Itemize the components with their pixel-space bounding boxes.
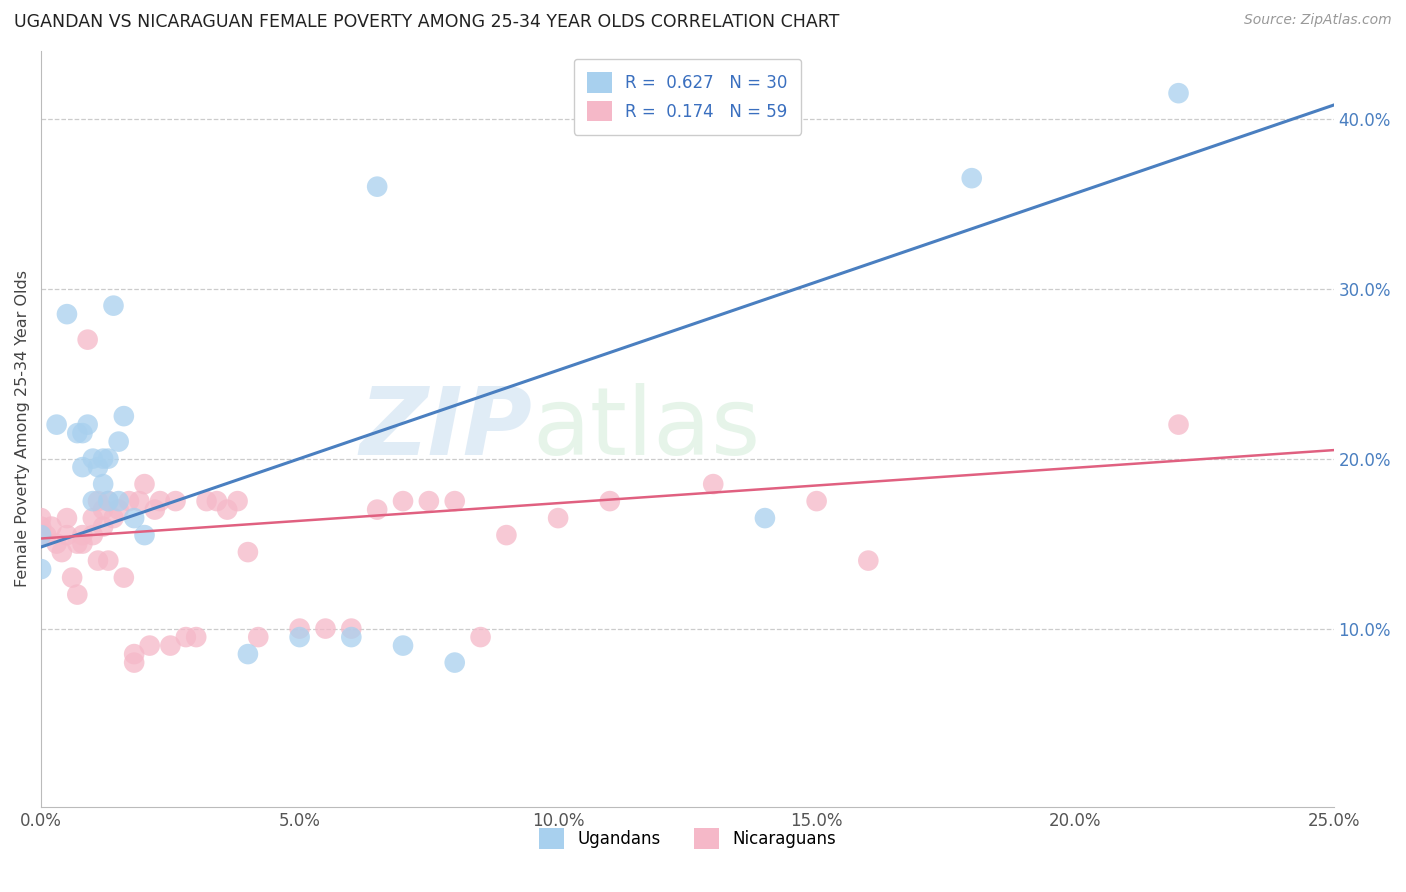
Point [226, 494, 249, 508]
Point [87, 553, 110, 567]
Point [1167, 417, 1189, 432]
Point [72, 460, 94, 475]
Point [858, 553, 880, 567]
Point [91, 451, 114, 466]
Point [91, 477, 114, 491]
Point [754, 511, 776, 525]
Point [128, 494, 150, 508]
Point [340, 622, 363, 636]
Point [1167, 86, 1189, 100]
Point [599, 494, 621, 508]
Point [91, 502, 114, 516]
Point [82, 451, 104, 466]
Point [186, 630, 208, 644]
Point [82, 511, 104, 525]
Point [91, 519, 114, 533]
Legend: Ugandans, Nicaraguans: Ugandans, Nicaraguans [533, 822, 842, 855]
Point [72, 528, 94, 542]
Point [30, 519, 52, 533]
Point [366, 502, 388, 516]
Point [107, 494, 129, 508]
Point [56, 528, 79, 542]
Point [138, 639, 160, 653]
Point [418, 494, 440, 508]
Point [547, 511, 569, 525]
Point [236, 647, 259, 661]
Point [60, 571, 83, 585]
Point [134, 528, 156, 542]
Point [122, 656, 145, 670]
Point [314, 622, 336, 636]
Point [30, 511, 52, 525]
Point [118, 494, 141, 508]
Point [236, 545, 259, 559]
Point [66, 426, 89, 441]
Point [288, 622, 311, 636]
Point [107, 502, 129, 516]
Point [143, 502, 166, 516]
Point [45, 536, 67, 550]
Point [122, 511, 145, 525]
Point [97, 494, 120, 508]
Point [56, 511, 79, 525]
Point [87, 460, 110, 475]
Point [76, 417, 98, 432]
Point [366, 179, 388, 194]
Point [45, 417, 67, 432]
Point [107, 434, 129, 449]
Point [806, 494, 828, 508]
Point [97, 494, 120, 508]
Point [87, 494, 110, 508]
Point [112, 571, 135, 585]
Point [72, 536, 94, 550]
Y-axis label: Female Poverty Among 25-34 Year Olds: Female Poverty Among 25-34 Year Olds [15, 270, 30, 587]
Point [66, 536, 89, 550]
Point [56, 307, 79, 321]
Point [134, 477, 156, 491]
Point [76, 333, 98, 347]
Point [174, 630, 197, 644]
Point [41, 519, 63, 533]
Point [30, 528, 52, 542]
Point [288, 630, 311, 644]
Text: UGANDAN VS NICARAGUAN FEMALE POVERTY AMONG 25-34 YEAR OLDS CORRELATION CHART: UGANDAN VS NICARAGUAN FEMALE POVERTY AMO… [14, 13, 839, 31]
Point [205, 494, 228, 508]
Text: Source: ZipAtlas.com: Source: ZipAtlas.com [1244, 13, 1392, 28]
Point [72, 426, 94, 441]
Point [103, 511, 125, 525]
Point [82, 494, 104, 508]
Point [443, 494, 465, 508]
Text: atlas: atlas [533, 383, 761, 475]
Point [103, 299, 125, 313]
Point [392, 639, 415, 653]
Point [97, 553, 120, 567]
Point [30, 562, 52, 576]
Point [122, 647, 145, 661]
Point [82, 528, 104, 542]
Point [247, 630, 270, 644]
Point [470, 630, 492, 644]
Point [195, 494, 218, 508]
Point [30, 528, 52, 542]
Point [51, 545, 73, 559]
Point [495, 528, 517, 542]
Point [159, 639, 181, 653]
Point [149, 494, 172, 508]
Point [35, 528, 58, 542]
Point [392, 494, 415, 508]
Point [97, 451, 120, 466]
Point [702, 477, 724, 491]
Text: ZIP: ZIP [360, 383, 533, 475]
Point [340, 630, 363, 644]
Point [217, 502, 239, 516]
Point [66, 588, 89, 602]
Point [960, 171, 983, 186]
Point [443, 656, 465, 670]
Point [112, 409, 135, 424]
Point [165, 494, 187, 508]
